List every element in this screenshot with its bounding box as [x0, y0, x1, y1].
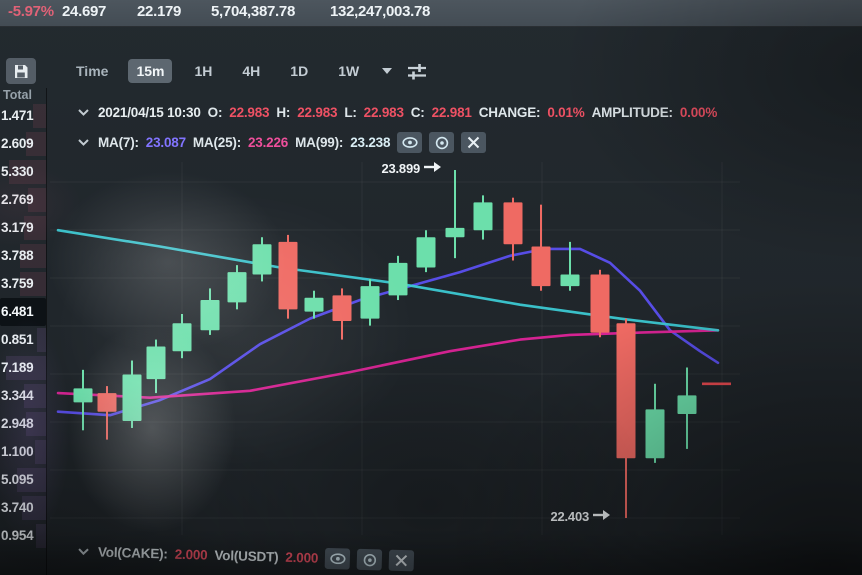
- vol-value: 2.000: [174, 546, 208, 563]
- legend-label: H:: [276, 105, 291, 120]
- orderbook-total-value: 3.759: [1, 276, 34, 291]
- candle-down: [616, 323, 636, 459]
- legend-value: 0.00%: [679, 105, 718, 120]
- candle-up: [172, 323, 192, 352]
- chevron-down-icon[interactable]: [78, 109, 89, 116]
- candle-up: [200, 300, 220, 331]
- legend-label: 2021/04/15 10:30: [98, 105, 201, 120]
- orderbook-total-value: 2.948: [1, 416, 34, 431]
- candle-up: [445, 227, 465, 238]
- candle-up: [473, 202, 493, 231]
- candle-up: [73, 388, 93, 403]
- candle-up: [416, 237, 436, 268]
- orderbook-total-value: 1.100: [1, 444, 34, 459]
- visibility-eye-icon[interactable]: [324, 547, 351, 570]
- orderbook-total-value: 2.769: [1, 192, 34, 207]
- ma-label: MA(99):: [295, 135, 344, 150]
- arrow-right-icon: [423, 161, 442, 176]
- legend-label: O:: [207, 105, 223, 120]
- legend-label: AMPLITUDE:: [591, 105, 673, 120]
- ohlc-legend: 2021/04/15 10:30 O: 22.983 H: 22.983 L: 22.983…: [78, 105, 717, 120]
- vol-label: Vol(CAKE):: [97, 544, 168, 562]
- legend-value: 0.01%: [547, 105, 585, 120]
- price-annotation: 23.899: [374, 161, 442, 176]
- candle-up: [360, 286, 380, 319]
- candle-down: [590, 274, 610, 333]
- target-settings-icon[interactable]: [429, 132, 455, 153]
- orderbook-total-value: 3.344: [1, 388, 34, 403]
- orderbook-total-value: 6.481: [1, 304, 34, 319]
- candle-down: [97, 393, 117, 412]
- ma-line-ma99: [56, 228, 720, 332]
- orderbook-total-value: 3.788: [1, 248, 34, 263]
- orderbook-total-value: 0.851: [1, 332, 34, 347]
- candle-down: [278, 241, 298, 310]
- legend-value: 22.983: [363, 105, 404, 120]
- legend-value: 22.983: [297, 105, 338, 120]
- legend-value: 22.983: [229, 105, 270, 120]
- candle-up: [252, 244, 272, 275]
- candle-up: [122, 374, 142, 421]
- candle-up: [388, 262, 408, 296]
- candle-up: [645, 409, 665, 459]
- orderbook-total-value: 0.954: [1, 528, 34, 543]
- orderbook-total-value: 3.740: [1, 500, 34, 515]
- ma-value: 23.226: [248, 135, 289, 150]
- chevron-down-icon[interactable]: [78, 548, 89, 556]
- legend-value: 22.981: [431, 105, 472, 120]
- visibility-eye-icon[interactable]: [397, 132, 423, 153]
- annotation-price: 22.403: [550, 509, 589, 524]
- vol-value: 2.000: [285, 549, 319, 566]
- target-settings-icon[interactable]: [356, 548, 383, 571]
- candle-down: [332, 295, 352, 321]
- candle-up: [304, 297, 324, 312]
- candle-up: [677, 395, 697, 415]
- orderbook-total-value: 5.330: [1, 164, 34, 179]
- price-annotation: 22.403: [543, 509, 611, 524]
- orderbook-total-value: 2.609: [1, 136, 34, 151]
- close-icon[interactable]: [461, 132, 487, 153]
- legend-label: C:: [410, 105, 425, 120]
- candle-up: [227, 272, 247, 303]
- arrow-right-icon: [592, 509, 611, 524]
- candle-up: [146, 346, 166, 380]
- orderbook-total-value: 7.189: [1, 360, 34, 375]
- orderbook-total-value: 3.179: [1, 220, 34, 235]
- orderbook-total-value: 5.095: [1, 472, 34, 487]
- ma-value: 23.238: [350, 135, 391, 150]
- ma-value: 23.087: [145, 135, 186, 150]
- candle-down: [531, 246, 551, 287]
- candle-down: [503, 202, 523, 245]
- legend-label: CHANGE:: [478, 105, 541, 120]
- ma-label: MA(7):: [98, 135, 139, 150]
- legend-label: L:: [344, 105, 357, 120]
- candle-up: [560, 274, 580, 287]
- orderbook-total-value: 1.471: [1, 108, 34, 123]
- close-icon[interactable]: [388, 549, 415, 572]
- chevron-down-icon[interactable]: [78, 139, 89, 146]
- ma-legend: MA(7): 23.087 MA(25): 23.226 MA(99): 23.238: [78, 132, 487, 153]
- ma-label: MA(25):: [192, 135, 241, 150]
- vol-label: Vol(USDT): [214, 547, 279, 565]
- annotation-price: 23.899: [381, 161, 420, 176]
